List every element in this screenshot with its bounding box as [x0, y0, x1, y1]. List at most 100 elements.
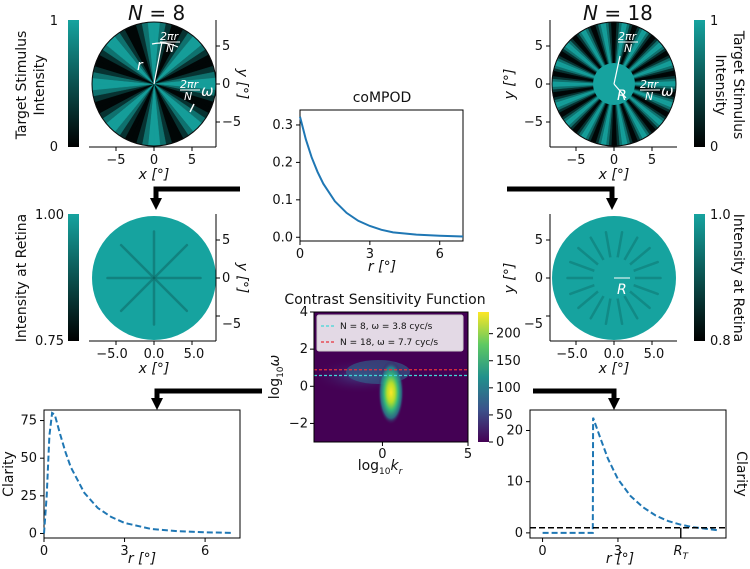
x-tick: 5: [648, 153, 656, 168]
arrow-left-top: [153, 186, 240, 202]
y-tick: 0: [29, 526, 37, 541]
clarity-right-ylabel: Clarity: [733, 451, 749, 497]
retina-ray: [632, 260, 659, 273]
stimulus-right-panel: N = 18 −5 0 5 x [°] 5 0 −5 y [°] 1 0 Tar…: [502, 1, 746, 183]
x-tick: 0.0: [604, 347, 625, 362]
y-tick: −5: [524, 115, 543, 130]
x-tick: 0: [378, 447, 386, 462]
stimulus-right-title: N = 18: [583, 1, 653, 25]
cbar-tick: 1: [50, 14, 58, 29]
x-tick: 5.0: [644, 347, 665, 362]
cbar-tick: 0: [50, 140, 58, 155]
retina-ray: [623, 236, 639, 262]
retina-ray: [616, 230, 624, 259]
csf-chart: Contrast Sensitivity Function N = 8, ω =…: [267, 292, 521, 477]
flow-arrows: [150, 186, 620, 410]
y-axis-label: y [°]: [234, 262, 250, 294]
annotation-arc-den: N: [166, 42, 174, 55]
annotation-R: R: [617, 282, 627, 298]
x-tick: 0: [150, 153, 158, 168]
x-tick: 3: [366, 247, 374, 262]
y-tick: −5: [524, 317, 543, 332]
annotation-arc: 2πr: [160, 30, 180, 43]
csf-ylabel: log10ω: [267, 354, 286, 399]
cbar-tick: 0.75: [35, 334, 64, 349]
cbar-tick: 1.00: [35, 208, 64, 223]
clarity-right-xlabel: r [°]: [606, 551, 634, 567]
x-tick: 0.0: [144, 347, 165, 362]
y-tick: 5: [222, 233, 230, 248]
y-tick: −5: [222, 115, 241, 130]
cbar-tick: 1: [710, 14, 718, 29]
x-axis-label: x [°]: [138, 361, 170, 377]
csf-peak: [378, 360, 404, 425]
y-tick: 0.3: [272, 118, 293, 133]
cbar-tick: 0.8: [710, 334, 731, 349]
colorbar-tick: 0: [496, 435, 504, 450]
x-tick: 6: [201, 544, 209, 559]
retina-ray: [589, 236, 605, 262]
csf-colorbar: [478, 312, 489, 442]
y-tick: 0.0: [272, 230, 293, 245]
clarity-left-line: [43, 411, 232, 534]
retina-right-panel: R −5.0 0.0 5.0 x [°] 5 0 −5 y [°] 1.0 0.…: [502, 208, 746, 377]
clarity-left-ylabel: Clarity: [1, 451, 17, 497]
annotation-arc2-den: N: [184, 90, 192, 103]
annotation-arc: 2πr: [618, 30, 638, 43]
retina-ray: [616, 297, 624, 326]
R_T-label: RT: [673, 544, 689, 562]
y-tick: 5: [535, 233, 543, 248]
retina-left-colorbar: [68, 214, 79, 341]
colorbar-tick: 150: [496, 354, 521, 369]
annotation-arc2: 2πr: [640, 78, 660, 91]
x-axis-label: x [°]: [598, 167, 630, 183]
csf-legend: [316, 314, 464, 352]
x-tick: 5: [188, 153, 196, 168]
retina-left-cbar-label: Intensity at Retina: [14, 214, 30, 342]
csf-legend-n18: N = 18, ω = 7.7 cyc/s: [340, 338, 438, 348]
compod-line: [299, 116, 464, 238]
x-tick: 0: [610, 153, 618, 168]
y-tick: 2: [300, 342, 308, 357]
stimulus-left-panel: N = 8 1 0 Target Stimulus Intensity −5 0…: [14, 1, 250, 183]
csf-legend-n8: N = 8, ω = 3.8 cyc/s: [340, 322, 433, 332]
y-tick: 0: [222, 77, 230, 92]
cbar-tick: 0: [710, 140, 718, 155]
annotation-arc2: 2πr: [180, 78, 200, 91]
y-tick: 10: [506, 475, 523, 490]
colorbar-tick: 100: [496, 381, 521, 396]
x-axis-label: x [°]: [138, 167, 170, 183]
retina-ray: [632, 283, 659, 296]
arrow-right-bottom: [533, 388, 617, 402]
x-tick: −5: [106, 153, 125, 168]
y-tick: 25: [20, 489, 37, 504]
colorbar-tick: 200: [496, 327, 521, 342]
y-tick: 5: [535, 39, 543, 54]
stimulus-right-colorbar: [694, 20, 705, 147]
compod-title: coMPOD: [353, 90, 412, 106]
annotation-omega: ω: [201, 82, 214, 100]
x-tick: 0: [40, 544, 48, 559]
retina-ray: [577, 290, 600, 310]
retina-ray: [577, 246, 600, 266]
x-tick: 3: [120, 544, 128, 559]
csf-xlabel: log10kr: [358, 458, 404, 477]
retina-ray: [569, 283, 596, 296]
retina-right-colorbar: [694, 214, 705, 341]
x-tick: 5: [464, 447, 472, 462]
retina-ray: [628, 246, 651, 266]
y-tick: −5: [222, 317, 241, 332]
retina-ray: [569, 260, 596, 273]
y-tick: 0: [222, 271, 230, 286]
cbar-tick: 1.0: [710, 208, 731, 223]
x-tick: −5.0: [556, 347, 588, 362]
y-tick: 0.2: [272, 155, 293, 170]
x-tick: −5.0: [96, 347, 128, 362]
clarity-right-frame: [529, 409, 727, 539]
clarity-left-xlabel: r [°]: [128, 551, 156, 567]
y-tick: 0.1: [272, 193, 293, 208]
clarity-left-chart: Clarity r [°] 0 3 6 0 25 50 75: [1, 409, 241, 567]
y-axis-label: y [°]: [502, 69, 518, 101]
y-tick: 0: [300, 379, 308, 394]
